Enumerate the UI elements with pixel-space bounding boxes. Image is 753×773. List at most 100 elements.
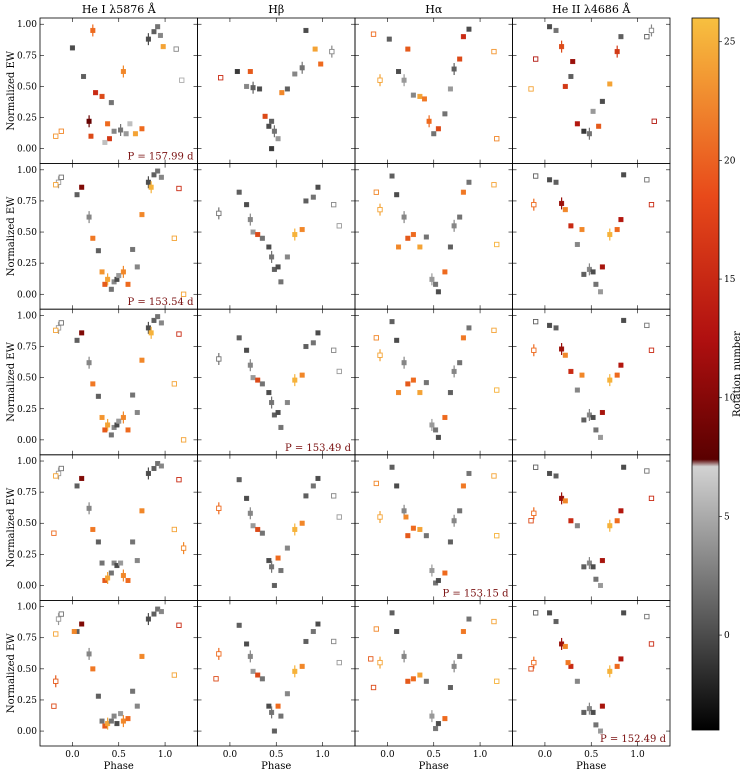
- data-point: [607, 665, 613, 678]
- point-marker: [120, 414, 126, 420]
- data-point: [491, 48, 497, 55]
- point-marker: [598, 434, 604, 440]
- data-point: [531, 344, 537, 357]
- point-marker: [614, 518, 620, 524]
- point-marker: [79, 184, 85, 190]
- data-point: [373, 189, 379, 195]
- point-marker: [562, 498, 568, 504]
- point-marker: [547, 24, 553, 30]
- point-marker: [139, 126, 145, 132]
- point-marker: [423, 234, 429, 240]
- point-marker: [621, 464, 627, 470]
- data-point: [236, 335, 242, 341]
- data-point: [593, 281, 599, 287]
- point-marker: [130, 688, 136, 694]
- panel-r1-c3: [512, 163, 671, 310]
- data-point: [88, 133, 94, 139]
- data-point: [130, 392, 136, 398]
- data-point: [377, 203, 383, 216]
- data-point: [269, 396, 275, 409]
- point-marker: [99, 560, 105, 566]
- point-marker: [442, 716, 448, 722]
- point-marker: [423, 533, 429, 539]
- data-point: [607, 81, 613, 87]
- data-point: [74, 483, 80, 489]
- point-marker: [599, 558, 605, 564]
- point-marker: [90, 235, 96, 241]
- data-point: [457, 653, 463, 659]
- point-marker: [562, 352, 568, 358]
- data-point: [336, 514, 342, 520]
- data-point: [114, 721, 120, 727]
- data-point: [151, 611, 157, 617]
- data-point: [433, 726, 439, 732]
- point-marker: [451, 66, 457, 72]
- data-point: [377, 656, 383, 669]
- point-marker: [410, 377, 416, 383]
- point-marker: [292, 71, 298, 77]
- point-marker: [284, 691, 290, 697]
- point-marker: [310, 483, 316, 489]
- point-marker: [145, 36, 151, 42]
- data-point: [574, 678, 580, 684]
- point-marker: [370, 684, 377, 691]
- x-axis-label: Phase: [419, 761, 449, 772]
- data-point: [120, 265, 126, 278]
- data-point: [593, 576, 599, 582]
- point-marker: [491, 473, 497, 479]
- point-marker: [269, 709, 275, 715]
- panel-frame: [512, 600, 671, 747]
- data-point: [116, 418, 122, 424]
- data-point: [58, 465, 64, 472]
- data-point: [405, 46, 411, 52]
- data-point: [99, 560, 105, 566]
- data-point: [216, 647, 222, 660]
- point-marker: [457, 56, 463, 62]
- data-point: [303, 198, 309, 204]
- panel-frame: [197, 17, 356, 165]
- data-point: [74, 337, 80, 343]
- data-point: [565, 660, 571, 666]
- y-tick-label: 0.00: [17, 145, 37, 155]
- point-marker: [442, 570, 448, 576]
- data-point: [466, 470, 472, 476]
- data-point: [55, 613, 62, 626]
- point-marker: [279, 90, 285, 96]
- point-marker: [581, 564, 587, 570]
- point-marker: [315, 621, 321, 627]
- data-point: [299, 520, 305, 526]
- panel-r1-c0: 0.00 0.25 0.50 0.75 1.00 P = 153.54 d: [17, 163, 198, 310]
- point-marker: [127, 121, 133, 127]
- y-tick-label: 0.00: [17, 436, 37, 446]
- point-marker: [120, 573, 126, 579]
- point-marker: [579, 372, 585, 378]
- point-marker: [216, 505, 222, 511]
- point-marker: [292, 232, 298, 238]
- point-marker: [586, 131, 592, 137]
- data-point: [405, 678, 411, 684]
- data-point: [618, 217, 624, 223]
- point-marker: [105, 276, 111, 282]
- point-marker: [460, 189, 466, 195]
- point-marker: [596, 123, 602, 129]
- point-marker: [590, 709, 596, 715]
- data-point: [95, 693, 101, 699]
- point-marker: [435, 721, 441, 727]
- data-point: [447, 86, 453, 92]
- point-marker: [401, 508, 407, 514]
- point-marker: [116, 273, 122, 279]
- panel-frame: [39, 17, 198, 165]
- x-tick-label: 0.0: [380, 750, 395, 760]
- point-marker: [123, 131, 129, 137]
- point-marker: [53, 133, 59, 139]
- point-marker: [145, 325, 151, 331]
- data-point: [423, 234, 429, 240]
- data-point: [269, 250, 275, 263]
- point-marker: [173, 46, 179, 52]
- data-point: [644, 34, 650, 40]
- panel-r3-c0: 0.00 0.25 0.50 0.75 1.00: [17, 454, 198, 601]
- point-marker: [278, 279, 284, 285]
- data-point: [417, 93, 423, 99]
- y-tick-label: 0.25: [17, 114, 37, 124]
- y-tick-label: 0.50: [17, 665, 37, 675]
